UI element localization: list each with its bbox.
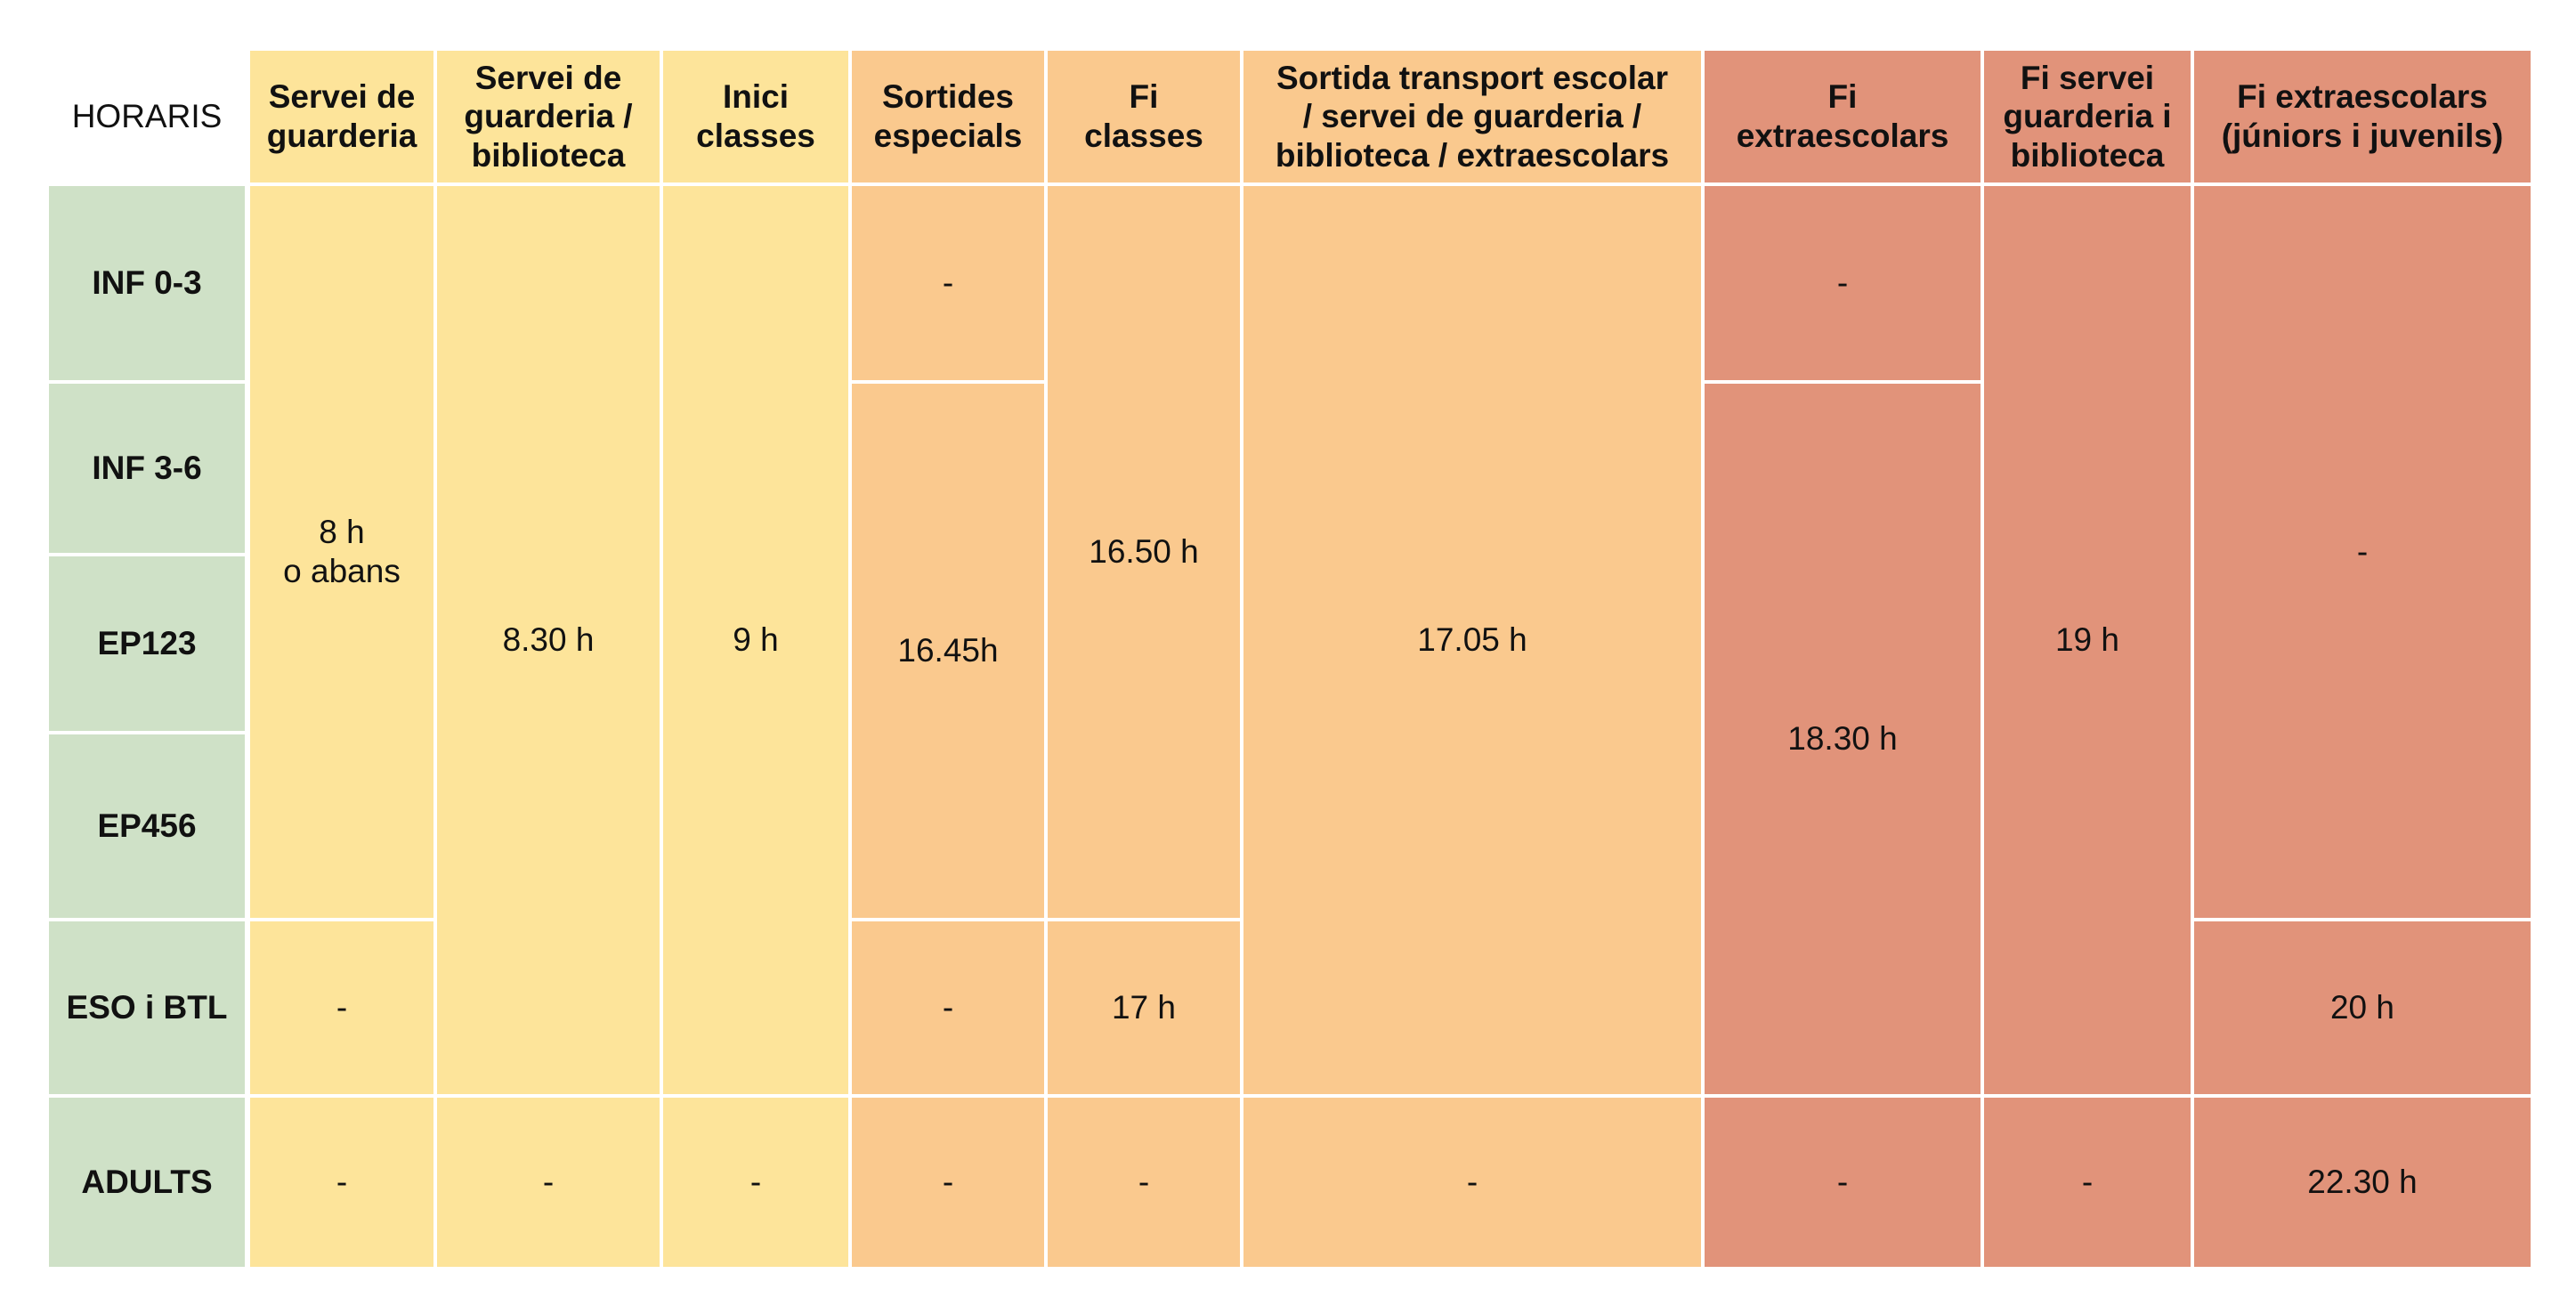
header-sortides-especials: Sortides especials — [852, 51, 1044, 182]
cell-sortida-transport-main: 17.05 h — [1243, 186, 1701, 1094]
cell-fi-classes-eso: 17 h — [1048, 921, 1240, 1094]
cell-fi-juniors-eso: 20 h — [2194, 921, 2531, 1094]
cell-inici-classes-main: 9 h — [663, 186, 848, 1094]
cell-sortides-inf-0-3: - — [852, 186, 1044, 380]
cell-sortides-adults: - — [852, 1098, 1044, 1267]
row-label-ep123: EP123 — [49, 556, 245, 731]
cell-fi-juniors-inf-ep: - — [2194, 186, 2531, 918]
cell-sortida-transport-adults: - — [1243, 1098, 1701, 1267]
header-servei-guarderia: Servei de guarderia — [250, 51, 433, 182]
header-fi-extraescolars: Fi extraescolars — [1705, 51, 1981, 182]
cell-fi-extraescolars-adults: - — [1705, 1098, 1981, 1267]
cell-servei-guarderia-eso: - — [250, 921, 433, 1094]
header-fi-classes: Fi classes — [1048, 51, 1240, 182]
cell-fi-extraescolars-main: 18.30 h — [1705, 384, 1981, 1094]
header-servei-guarderia-biblioteca: Servei de guarderia / biblioteca — [437, 51, 660, 182]
row-label-adults: ADULTS — [49, 1098, 245, 1267]
row-label-ep456: EP456 — [49, 734, 245, 918]
cell-fi-guarderia-main: 19 h — [1984, 186, 2191, 1094]
cell-servei-guarderia-inf-ep: 8 h o abans — [250, 186, 433, 918]
table-title: HORARIS — [49, 51, 245, 182]
cell-guarderia-biblioteca-adults: - — [437, 1098, 660, 1267]
row-label-inf-0-3: INF 0-3 — [49, 186, 245, 380]
cell-fi-guarderia-adults: - — [1984, 1098, 2191, 1267]
header-fi-servei-guarderia-biblioteca: Fi servei guarderia i biblioteca — [1984, 51, 2191, 182]
cell-sortides-inf-ep: 16.45h — [852, 384, 1044, 918]
row-label-eso-btl: ESO i BTL — [49, 921, 245, 1094]
cell-fi-extraescolars-inf-0-3: - — [1705, 186, 1981, 380]
cell-fi-juniors-adults: 22.30 h — [2194, 1098, 2531, 1267]
cell-fi-classes-inf-ep: 16.50 h — [1048, 186, 1240, 918]
cell-fi-classes-adults: - — [1048, 1098, 1240, 1267]
cell-inici-classes-adults: - — [663, 1098, 848, 1267]
header-inici-classes: Inici classes — [663, 51, 848, 182]
cell-servei-guarderia-adults: - — [250, 1098, 433, 1267]
cell-guarderia-biblioteca-main: 8.30 h — [437, 186, 660, 1094]
row-label-inf-3-6: INF 3-6 — [49, 384, 245, 553]
cell-sortides-eso: - — [852, 921, 1044, 1094]
header-fi-extraescolars-juniors: Fi extraescolars (júniors i juvenils) — [2194, 51, 2531, 182]
header-sortida-transport: Sortida transport escolar / servei de gu… — [1243, 51, 1701, 182]
